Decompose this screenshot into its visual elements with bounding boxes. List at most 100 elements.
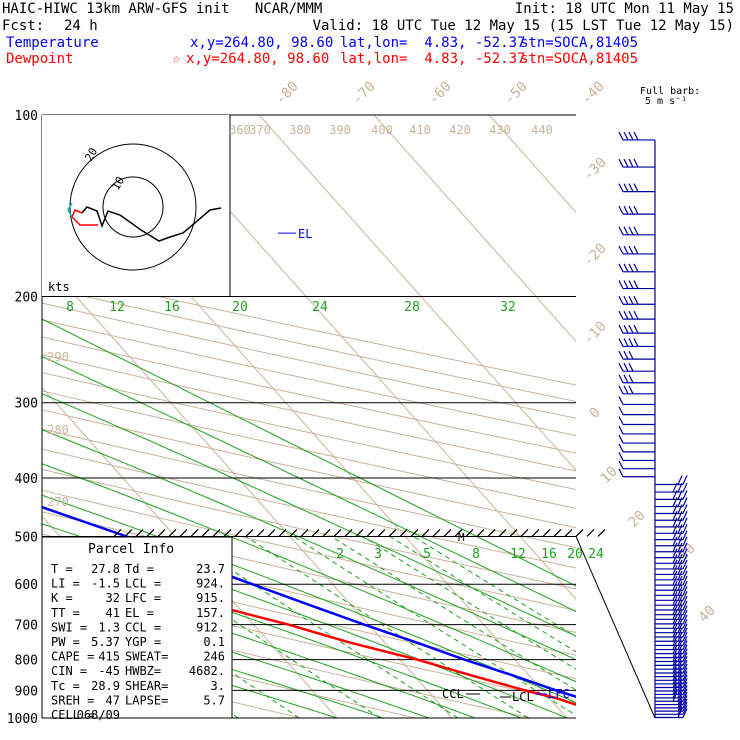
hatch-mark bbox=[146, 529, 155, 537]
hatch-mark bbox=[531, 529, 540, 537]
wind-barb-flag bbox=[682, 644, 688, 654]
parcel-field-value: 28.9 bbox=[91, 679, 120, 693]
wind-barb-flag bbox=[672, 591, 678, 601]
wind-barb bbox=[655, 504, 688, 515]
wind-barb-flag bbox=[633, 158, 639, 168]
wind-barb bbox=[618, 226, 655, 236]
wind-barb-flag bbox=[682, 482, 688, 493]
wind-barb-flag bbox=[677, 504, 683, 514]
parcel-field-value: 41 bbox=[106, 606, 120, 620]
wind-barb bbox=[655, 517, 688, 528]
hatch-mark bbox=[344, 529, 353, 537]
wind-barb-flag bbox=[677, 517, 683, 528]
wind-barb-flag bbox=[618, 374, 624, 384]
dry-adiabat-line bbox=[42, 286, 576, 402]
wind-barb-flag bbox=[677, 698, 683, 709]
barb-key-speed: 5 m s⁻¹ bbox=[645, 96, 688, 107]
wind-barb-flag bbox=[623, 280, 629, 289]
hodograph-ring-label: 10 bbox=[109, 175, 127, 193]
wind-barb-flag bbox=[672, 554, 678, 564]
wind-barb-flag bbox=[677, 605, 683, 615]
wind-barb-flag bbox=[672, 600, 678, 611]
wind-barb bbox=[655, 542, 688, 553]
wind-barb-flag bbox=[682, 565, 688, 575]
wind-barb-flag bbox=[682, 640, 688, 650]
wind-barb-flag bbox=[628, 183, 634, 192]
wind-barb bbox=[655, 667, 688, 678]
moist-adiabat-label: 28 bbox=[404, 300, 420, 315]
wind-barb bbox=[655, 640, 688, 651]
wind-barb-flag bbox=[682, 688, 688, 699]
wind-barb bbox=[655, 511, 688, 521]
hatch-mark bbox=[432, 529, 441, 537]
wind-barb-flag bbox=[628, 324, 634, 334]
hodograph-ring-label: 20 bbox=[82, 146, 100, 164]
parcel-field-label: LFC = bbox=[125, 591, 161, 605]
mixing-ratio-label: 24 bbox=[588, 547, 604, 562]
wind-barb bbox=[618, 158, 655, 168]
mixing-ratio-line bbox=[42, 541, 300, 718]
wind-barb-flag bbox=[677, 600, 683, 611]
forecast-label: Fcst: bbox=[2, 18, 45, 34]
wind-barb-flag bbox=[682, 698, 688, 709]
moist-adiabat-line bbox=[42, 593, 430, 718]
barb-key-title: Full barb: bbox=[640, 86, 701, 97]
wind-barb-flag bbox=[672, 681, 678, 692]
wind-barb-flag bbox=[672, 581, 678, 591]
parcel-info-title: Parcel Info bbox=[88, 542, 174, 557]
wind-barb bbox=[618, 443, 655, 453]
valid-time: Valid: 18 UTC Tue 12 May 15 (15 LST Tue … bbox=[312, 18, 734, 34]
wind-barb-flag bbox=[633, 295, 639, 305]
wind-barb-flag bbox=[677, 542, 683, 552]
isotherm-label: -80 bbox=[273, 79, 302, 108]
dry-adiabat-line bbox=[42, 468, 576, 590]
wind-barb-flag bbox=[672, 497, 678, 507]
wind-barb-flag bbox=[633, 226, 639, 236]
dewpoint-latlon: lat,lon= 4.83, -52.37 bbox=[340, 51, 526, 67]
wind-barb-flag bbox=[677, 678, 683, 688]
wind-barb-flag bbox=[682, 685, 688, 695]
wind-barb-flag bbox=[682, 623, 688, 633]
parcel-field-label: EL = bbox=[125, 606, 154, 620]
wind-barb-flag bbox=[618, 416, 624, 425]
pressure-tick-label: 400 bbox=[15, 472, 38, 487]
wind-barb bbox=[655, 685, 688, 696]
hodograph-trace-surface bbox=[67, 202, 73, 218]
wind-barb-flag bbox=[682, 524, 688, 534]
wind-barb-flag bbox=[682, 674, 688, 685]
hatch-mark bbox=[377, 529, 386, 537]
wind-barb-flag bbox=[618, 158, 624, 168]
moist-adiabat-label: 16 bbox=[164, 300, 180, 315]
hatch-mark bbox=[113, 529, 122, 537]
wind-barb bbox=[618, 460, 655, 470]
wind-barb-flag bbox=[682, 548, 688, 558]
wind-barb bbox=[655, 591, 688, 601]
wind-barb-flag bbox=[618, 183, 624, 192]
hatch-mark bbox=[487, 529, 496, 537]
hatch-mark bbox=[443, 529, 452, 537]
hatch-mark bbox=[366, 529, 375, 537]
pressure-tick-label: 900 bbox=[15, 684, 38, 699]
mixing-ratio-label: 5 bbox=[423, 547, 431, 562]
parcel-field-value: 0.1 bbox=[203, 635, 225, 649]
wind-barb-flag bbox=[677, 627, 683, 638]
wind-barb-flag bbox=[618, 263, 624, 273]
wind-barb bbox=[618, 385, 655, 395]
dry-adiabat-line bbox=[42, 354, 576, 472]
hatch-mark bbox=[333, 529, 342, 537]
wind-barb-flag bbox=[628, 131, 634, 141]
wind-barb-flag bbox=[677, 575, 683, 586]
wind-barb-flag bbox=[628, 338, 634, 347]
wind-barb bbox=[655, 595, 688, 606]
wind-barb-flag bbox=[677, 644, 683, 654]
wind-barb-flag bbox=[682, 701, 688, 712]
wind-barb-flag bbox=[682, 614, 688, 625]
parcel-field-label: SWI = bbox=[51, 620, 87, 634]
hatch-mark bbox=[168, 529, 177, 537]
theta-label: 430 bbox=[489, 123, 511, 137]
hatch-mark bbox=[201, 529, 210, 537]
wind-barb-flag bbox=[682, 681, 688, 692]
lcl-label: LCL bbox=[512, 690, 534, 704]
wind-barb bbox=[655, 575, 688, 586]
wind-barb-flag bbox=[618, 324, 624, 334]
